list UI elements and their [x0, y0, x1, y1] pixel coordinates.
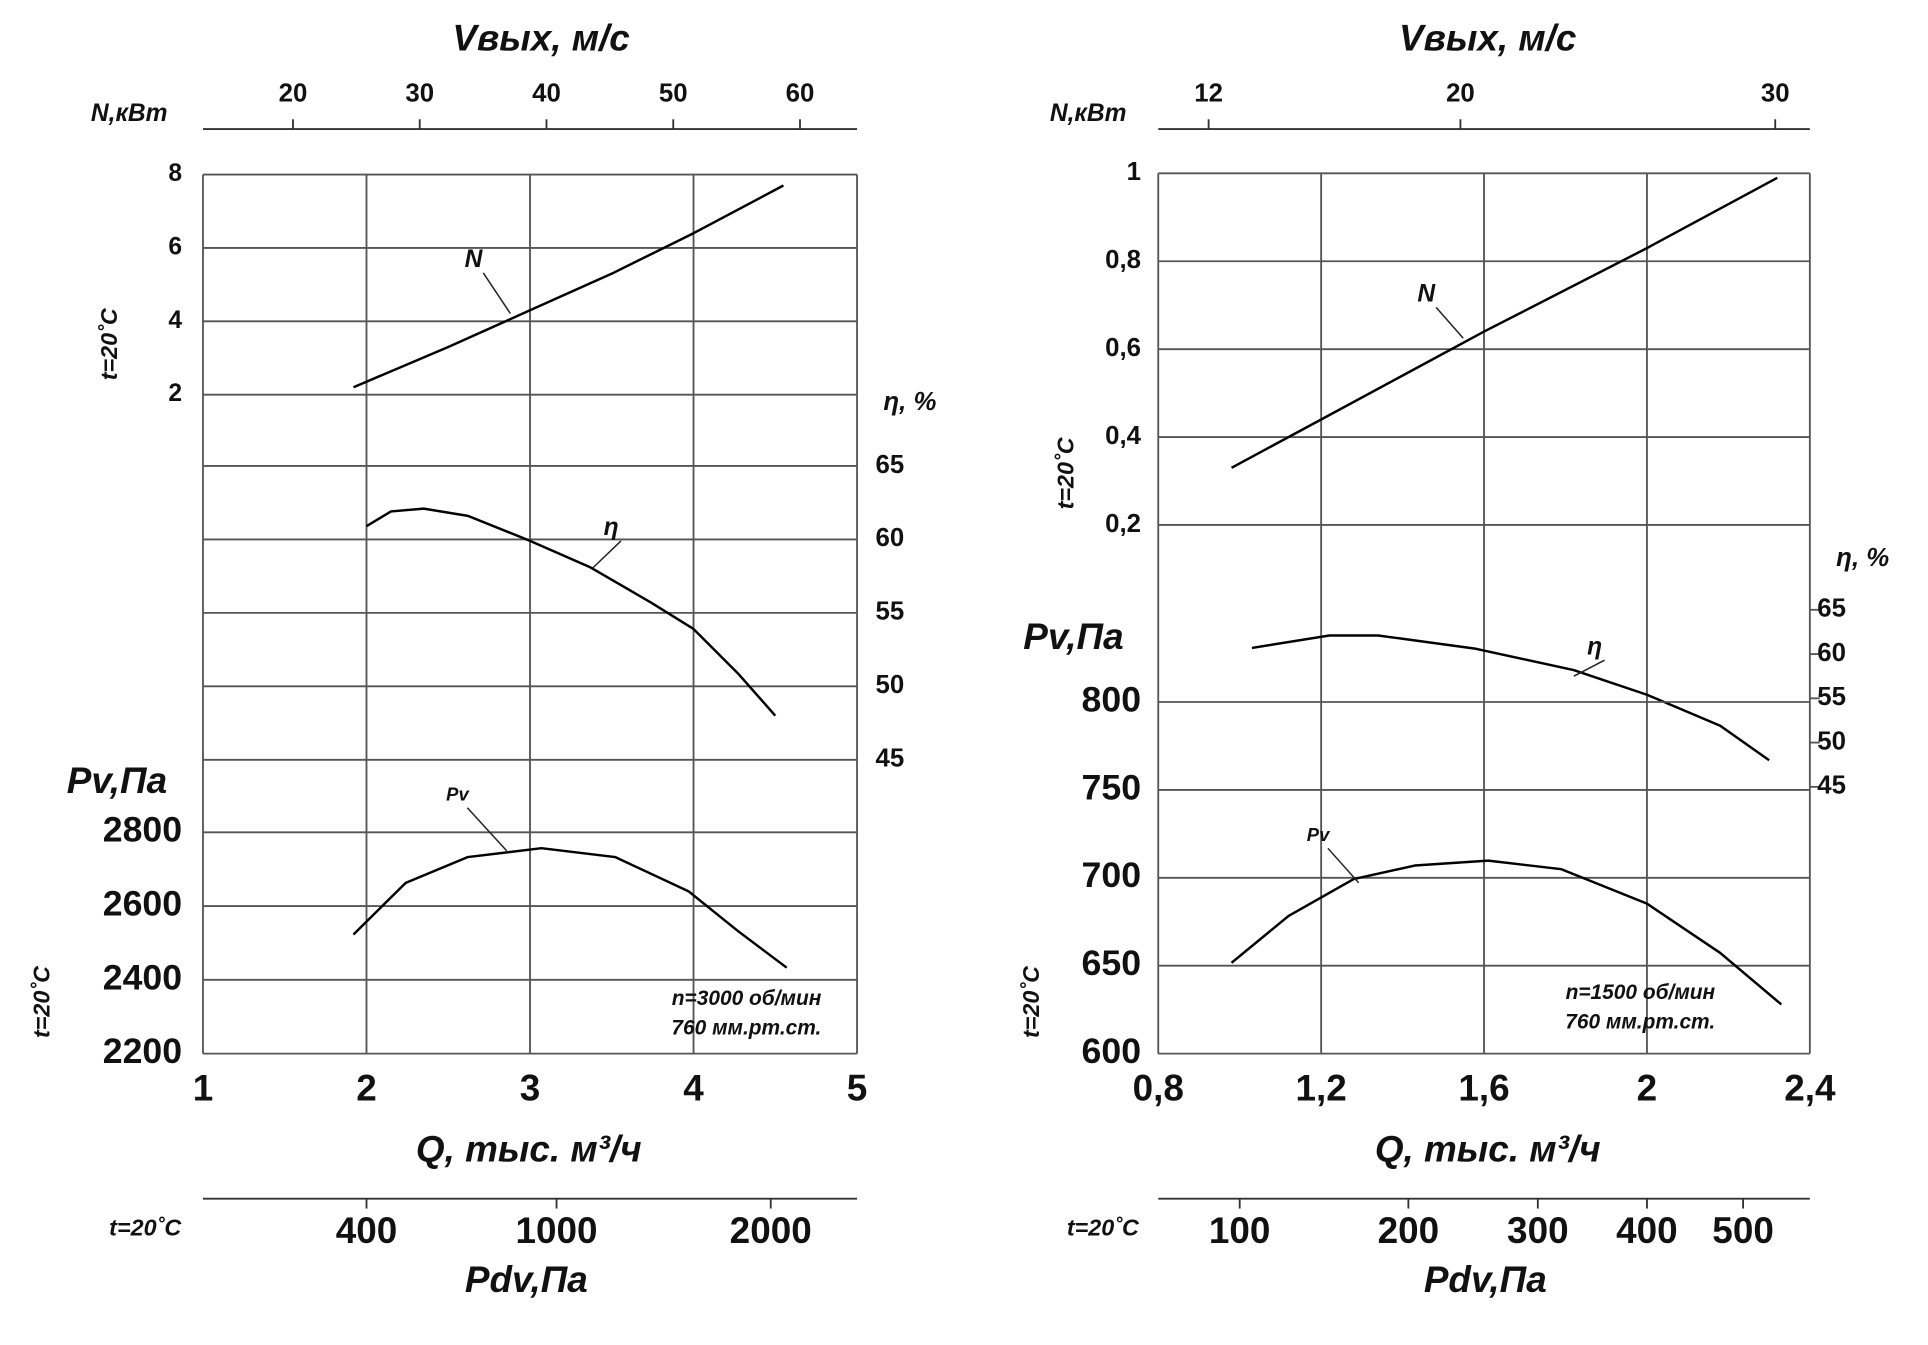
- y-tick-label: 0,2: [1105, 510, 1141, 538]
- curve-label: η: [1587, 633, 1602, 660]
- y-axis-title: N,кВт: [1050, 100, 1127, 127]
- y-tick-label: 50: [1817, 727, 1846, 755]
- bottom-axis-title: Pdv,Па: [465, 1259, 588, 1300]
- note: 760 мм.рт.ст.: [671, 1017, 821, 1040]
- curve: [1251, 634, 1770, 762]
- curve-leader: [482, 272, 511, 314]
- y-tick-label: 50: [875, 671, 904, 699]
- bottom-tick-label: 300: [1507, 1210, 1569, 1251]
- y-tick-label: 45: [875, 745, 904, 773]
- top-tick-label: 60: [786, 79, 815, 107]
- curve-leader: [1435, 306, 1464, 339]
- y-axis-title: Pv,Па: [1023, 616, 1123, 657]
- y-axis-title: η, %: [883, 388, 936, 416]
- bottom-tick-label: 500: [1712, 1210, 1774, 1251]
- y-tick-label: 600: [1082, 1031, 1141, 1071]
- curve-label: Pv: [1307, 824, 1331, 845]
- curve-leader: [1573, 659, 1605, 677]
- bottom-axis-label: t=20˚C: [109, 1215, 182, 1241]
- x-tick-label: 1: [193, 1067, 214, 1108]
- y-tick-label: 0,8: [1105, 246, 1141, 274]
- note: n=3000 об/мин: [672, 987, 822, 1010]
- x-tick-label: 5: [847, 1067, 868, 1108]
- top-tick-label: 40: [532, 79, 561, 107]
- top-axis-title: Vвых, м/с: [452, 17, 629, 58]
- y-tick-label: 0,4: [1105, 422, 1142, 450]
- top-tick-label: 30: [405, 79, 434, 107]
- top-tick-label: 12: [1194, 79, 1223, 107]
- curve-label: Pv: [446, 783, 470, 804]
- side-label: t=20˚C: [1052, 436, 1078, 509]
- y-axis-title: Pv,Па: [67, 760, 167, 801]
- y-axis-title: N,кВт: [91, 100, 168, 127]
- y-tick-label: 650: [1082, 943, 1141, 983]
- top-axis-title: Vвых, м/с: [1399, 17, 1576, 58]
- curve-label: η: [604, 514, 619, 541]
- y-tick-label: 60: [1817, 639, 1846, 667]
- bottom-axis-label: t=20˚C: [1067, 1215, 1140, 1241]
- y-tick-label: 750: [1082, 767, 1141, 807]
- y-tick-label: 6: [168, 233, 182, 260]
- bottom-tick-label: 2000: [730, 1210, 812, 1251]
- curve-label: N: [1417, 281, 1436, 308]
- side-label: t=20˚C: [1018, 965, 1044, 1038]
- x-tick-label: 4: [683, 1067, 704, 1108]
- bottom-tick-label: 200: [1378, 1210, 1440, 1251]
- side-label: t=20˚C: [96, 307, 122, 380]
- y-tick-label: 2: [168, 380, 182, 407]
- x-axis-title: Q, тыс. м³/ч: [416, 1129, 642, 1170]
- y-tick-label: 55: [1817, 683, 1846, 711]
- y-tick-label: 1: [1127, 158, 1141, 186]
- curve: [1230, 859, 1783, 1006]
- top-tick-label: 50: [659, 79, 688, 107]
- side-label: t=20˚C: [28, 965, 54, 1038]
- curve-leader: [466, 807, 508, 852]
- y-tick-label: 65: [1817, 595, 1846, 623]
- y-tick-label: 700: [1082, 855, 1141, 895]
- note: 760 мм.рт.ст.: [1565, 1010, 1715, 1033]
- x-tick-label: 2: [356, 1067, 377, 1108]
- x-tick-label: 1,6: [1458, 1067, 1509, 1108]
- y-tick-label: 2200: [103, 1031, 182, 1071]
- curve-leader: [592, 540, 622, 569]
- y-tick-label: 2800: [103, 810, 182, 850]
- y-tick-label: 60: [875, 524, 904, 552]
- top-tick-label: 20: [279, 79, 308, 107]
- y-tick-label: 800: [1082, 679, 1141, 719]
- bottom-tick-label: 400: [336, 1210, 398, 1251]
- bottom-axis-title: Pdv,Па: [1424, 1259, 1547, 1300]
- top-tick-label: 20: [1446, 79, 1475, 107]
- bottom-tick-label: 100: [1209, 1210, 1271, 1251]
- top-tick-label: 30: [1761, 79, 1790, 107]
- curve-leader: [1327, 847, 1360, 884]
- y-tick-label: 8: [168, 160, 182, 187]
- bottom-tick-label: 1000: [516, 1210, 598, 1251]
- y-axis-title: η, %: [1836, 544, 1889, 572]
- y-tick-label: 45: [1817, 772, 1846, 800]
- curve: [1230, 176, 1778, 469]
- x-tick-label: 3: [520, 1067, 541, 1108]
- curve-label: N: [465, 246, 484, 273]
- bottom-tick-label: 400: [1616, 1210, 1678, 1251]
- y-tick-label: 0,6: [1105, 334, 1141, 362]
- y-tick-label: 2600: [103, 884, 182, 924]
- curve: [352, 846, 788, 969]
- y-tick-label: 4: [168, 307, 182, 334]
- x-tick-label: 2: [1637, 1067, 1658, 1108]
- note: n=1500 об/мин: [1566, 981, 1716, 1004]
- y-tick-label: 55: [875, 598, 904, 626]
- curve: [365, 507, 777, 717]
- curve: [352, 184, 784, 389]
- x-axis-title: Q, тыс. м³/ч: [1375, 1129, 1601, 1170]
- y-tick-label: 2400: [103, 957, 182, 997]
- x-tick-label: 0,8: [1133, 1067, 1184, 1108]
- x-tick-label: 2,4: [1784, 1067, 1836, 1108]
- y-tick-label: 65: [875, 451, 904, 479]
- x-tick-label: 1,2: [1296, 1067, 1347, 1108]
